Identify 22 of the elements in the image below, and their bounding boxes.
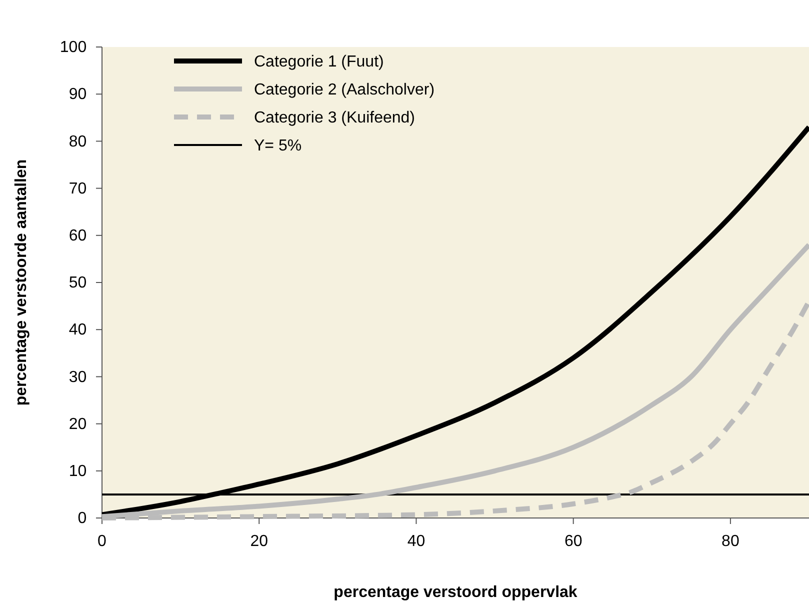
y-tick-label: 100 — [60, 39, 87, 56]
y-tick-label: 20 — [68, 416, 87, 433]
y-tick-label: 60 — [68, 228, 87, 245]
legend-label: Categorie 2 (Aalscholver) — [254, 82, 435, 99]
x-tick-label: 60 — [564, 533, 582, 550]
x-tick-label: 40 — [407, 533, 426, 550]
y-tick-label: 70 — [68, 180, 87, 198]
legend-label: Y= 5% — [254, 138, 302, 155]
x-tick-label: 0 — [98, 533, 107, 550]
y-tick-label: 40 — [68, 322, 87, 339]
y-tick-label: 10 — [68, 463, 87, 480]
y-axis-title: percentage verstoorde aantallen — [13, 159, 30, 406]
y-tick-label: 80 — [68, 133, 87, 150]
y-tick-label: 30 — [68, 368, 87, 386]
x-axis-title: percentage verstoord oppervlak — [334, 584, 578, 601]
x-tick-label: 80 — [722, 533, 740, 550]
y-tick-label: 90 — [68, 86, 87, 104]
x-tick-label: 20 — [250, 533, 268, 550]
legend-label: Categorie 3 (Kuifeend) — [254, 110, 415, 127]
legend-label: Categorie 1 (Fuut) — [254, 54, 384, 71]
y-tick-label: 50 — [68, 274, 87, 292]
y-tick-label: 0 — [78, 510, 87, 528]
